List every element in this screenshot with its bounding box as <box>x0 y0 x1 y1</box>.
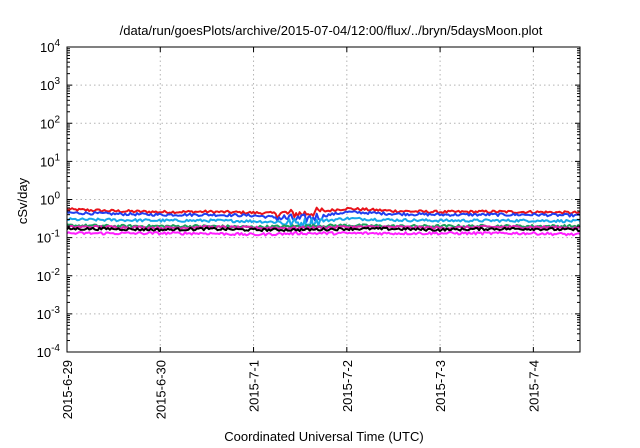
y-tick-label: 103 <box>40 76 60 93</box>
y-tick-label: 10-3 <box>37 305 61 322</box>
y-tick-label: 10-2 <box>37 267 61 284</box>
grid <box>67 47 580 352</box>
x-tick-label: 2015-6-30 <box>153 360 168 419</box>
x-axis-label: Coordinated Universal Time (UTC) <box>224 429 423 444</box>
y-axis-label: cSv/day <box>15 177 30 224</box>
y-tick-label: 101 <box>40 152 60 169</box>
x-tick-label: 2015-7-2 <box>340 360 355 412</box>
series-line <box>66 206 581 219</box>
y-tick-label: 10-4 <box>37 343 61 360</box>
y-tick-label: 104 <box>40 38 60 55</box>
y-tick-label: 102 <box>40 114 60 131</box>
plot-frame <box>66 46 581 353</box>
x-tick-label: 2015-7-4 <box>526 360 541 412</box>
series-line <box>66 210 581 223</box>
y-axis: 10-4 10-3 10-2 10-1 100 101 102 103 104 <box>37 38 580 360</box>
series-line <box>66 216 581 229</box>
y-tick-label: 10-1 <box>37 229 61 246</box>
series-layer <box>66 206 581 237</box>
series-line <box>66 224 581 231</box>
y-tick-label: 100 <box>40 191 60 208</box>
x-axis: 2015-6-29 2015-6-30 2015-7-1 2015-7-2 2015-7… <box>60 47 541 419</box>
x-tick-label: 2015-6-29 <box>60 360 75 419</box>
x-tick-label: 2015-7-3 <box>433 360 448 412</box>
chart-title: /data/run/goesPlots/archive/2015-07-04/1… <box>120 23 543 38</box>
series-line <box>66 231 581 237</box>
x-tick-label: 2015-7-1 <box>247 360 262 412</box>
series-line <box>66 226 581 233</box>
